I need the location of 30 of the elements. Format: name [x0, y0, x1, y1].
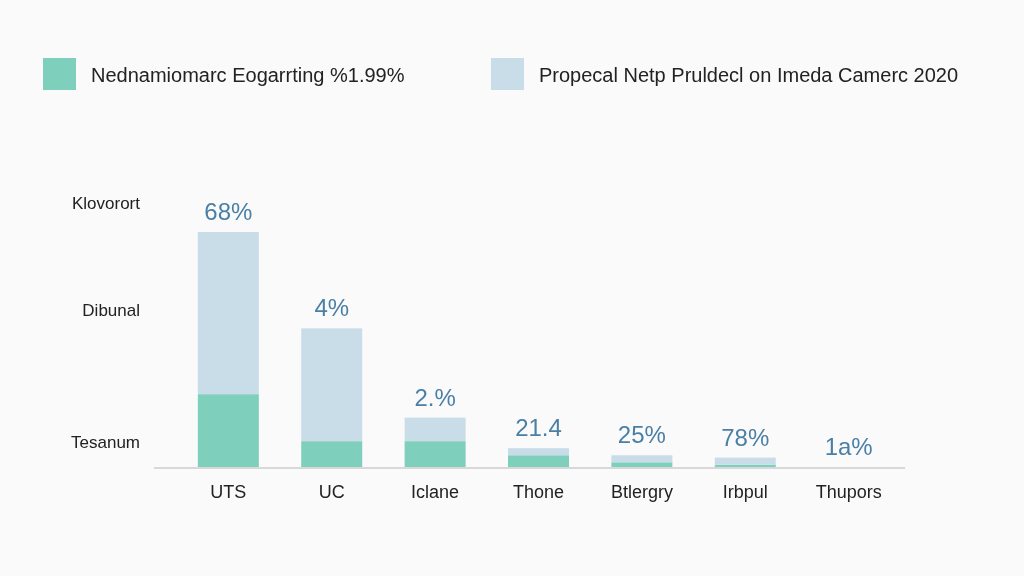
bar	[611, 455, 673, 463]
x-tick-label: Irbpul	[722, 481, 768, 502]
bar	[301, 328, 363, 442]
annotation: 25%	[617, 421, 666, 449]
x-tick-label: Iclane	[411, 481, 460, 502]
x-tick-label: Btlergry	[610, 481, 673, 502]
text: Klovorort	[71, 194, 141, 213]
bar	[611, 462, 673, 467]
bar	[714, 457, 776, 465]
bar	[404, 441, 466, 467]
annotation: 1a%	[824, 433, 873, 460]
x-tick-label: UTS	[210, 481, 247, 502]
legend-label: Nednamiomarc Eogarrting %1.99%	[91, 64, 405, 86]
bar	[301, 441, 363, 467]
annotation: 68%	[204, 198, 253, 225]
x-tick-label: Thupors	[815, 481, 882, 502]
text: Tesanum	[71, 433, 140, 452]
annotation: 21.4	[515, 414, 562, 442]
annotation: 4%	[314, 294, 350, 322]
bar	[197, 394, 259, 467]
x-tick-label: Thone	[512, 481, 565, 502]
bar	[197, 232, 259, 395]
legend-label: Propecal Netp Pruldecl on Imeda Camerc 2020	[539, 64, 959, 86]
annotation: 2.%	[414, 383, 456, 411]
annotation: 78%	[721, 423, 770, 451]
text: Dibunal	[82, 301, 140, 320]
bar	[508, 448, 569, 456]
bar	[404, 417, 466, 442]
x-tick-label: UC	[318, 481, 345, 502]
bar	[508, 455, 569, 467]
